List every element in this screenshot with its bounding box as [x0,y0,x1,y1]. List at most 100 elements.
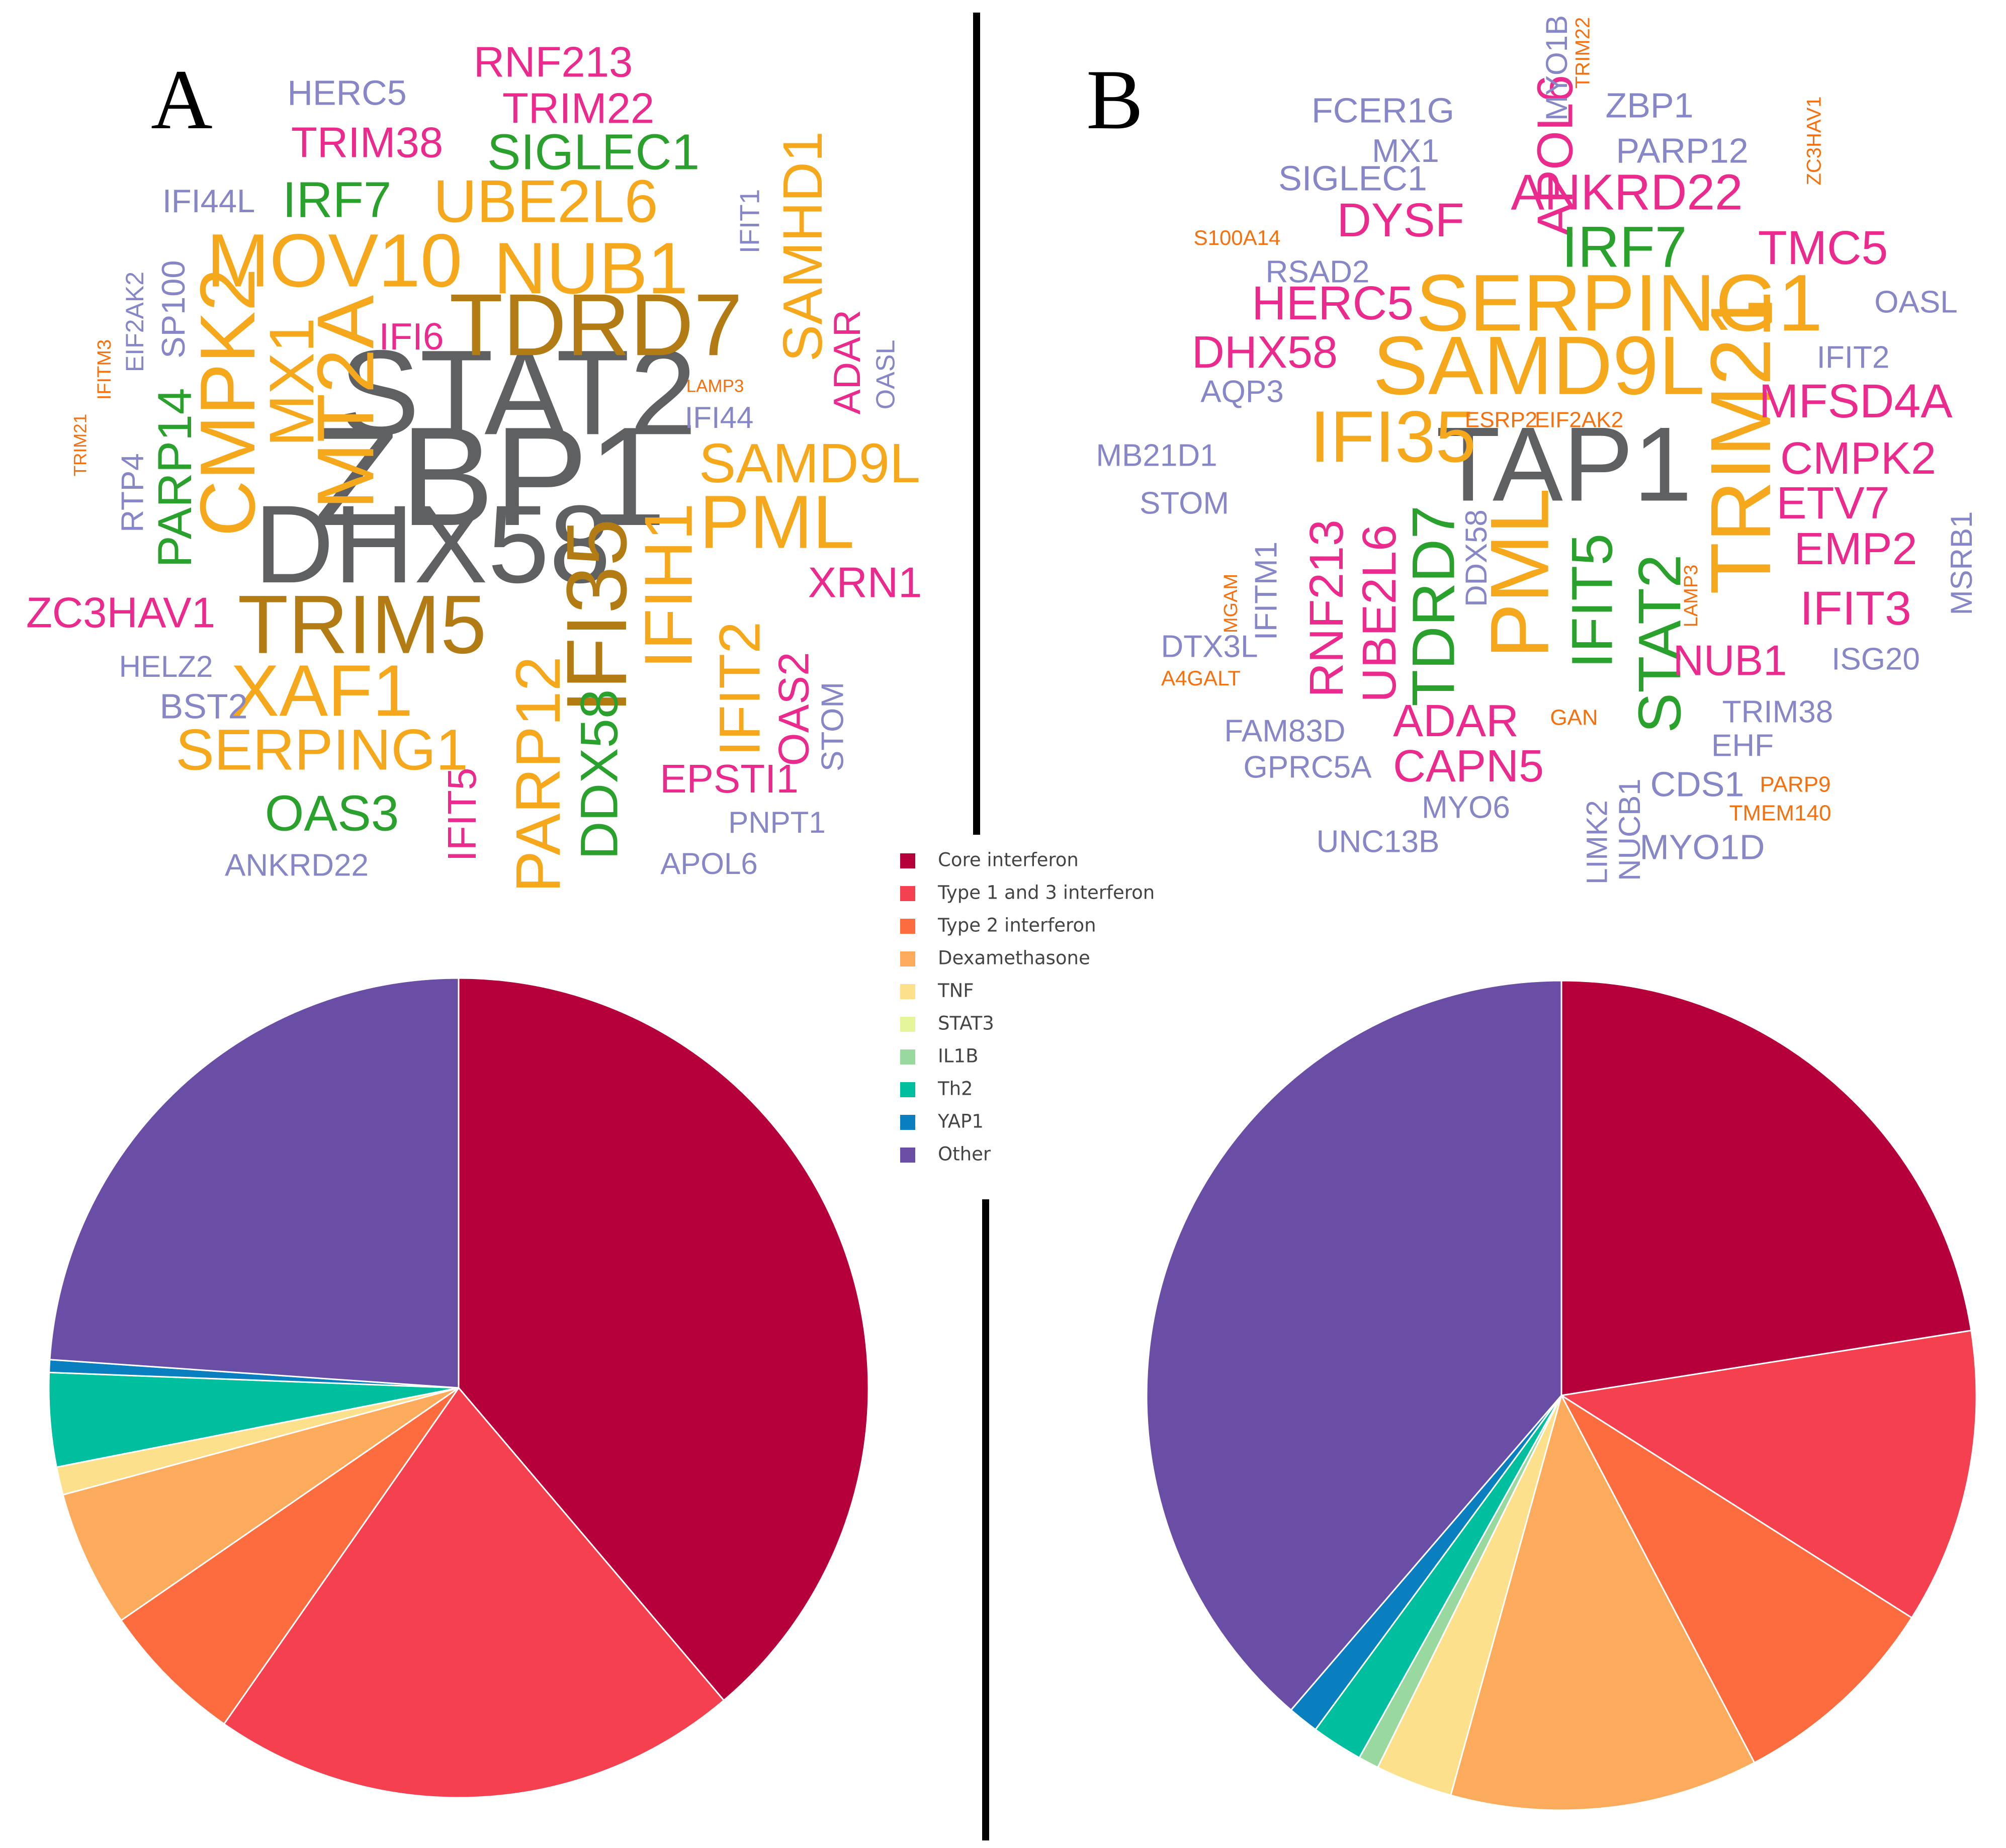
word-serping1: SERPING1 [1416,257,1822,347]
word-ddx58: DDX58 [1459,509,1493,606]
legend-label: YAP1 [937,1111,984,1132]
word-ifit2: IFIT2 [708,622,772,756]
word-parp9: PARP9 [1760,772,1830,797]
legend-swatch [900,984,915,999]
word-dysf: DYSF [1337,194,1464,247]
word-irf7: IRF7 [283,171,392,228]
pie-slice-type-1-and-3-interferon [1559,1330,1977,1619]
word-stat2: STAT2 [1626,554,1694,733]
word-mt2a: MT2A [300,295,390,509]
word-etv7: ETV7 [1776,478,1889,529]
word-gprc5a: GPRC5A [1244,750,1372,784]
word-herc5: HERC5 [287,73,406,112]
word-parp12: PARP12 [1616,131,1748,170]
word-nub1: NUB1 [1673,637,1787,684]
word-siglec1: SIGLEC1 [1278,158,1427,198]
word-ifit5: IFIT5 [1560,534,1624,668]
word-xrn1: XRN1 [808,559,922,606]
word-trim38: TRIM38 [291,119,443,166]
pie-chart-a [48,977,869,1799]
word-stom: STOM [1140,486,1229,520]
legend-item-th2: Th2 [900,1078,973,1100]
word-bst2: BST2 [159,686,247,726]
word-mfsd4a: MFSD4A [1759,375,1953,428]
legend-label: Other [938,1143,991,1165]
word-isg20: ISG20 [1831,642,1920,676]
word-mx1: MX1 [257,317,327,447]
word-cds1: CDS1 [1650,764,1745,804]
word-ifit3: IFIT3 [1800,582,1911,635]
word-zbp1: ZBP1 [314,398,666,555]
word-mgam: MGAM [1220,574,1242,633]
word-pml: PML [1473,488,1566,658]
word-msrb1: MSRB1 [1945,511,1978,615]
word-stom: STOM [815,682,850,771]
word-samhd1: SAMHD1 [772,131,834,362]
word-mb21d1: MB21D1 [1096,438,1217,473]
legend-swatch [900,1082,915,1097]
legend-item-il1b: IL1B [900,1045,978,1067]
word-ifit5: IFIT5 [440,768,484,862]
word-trim5: TRIM5 [238,578,487,671]
word-myo6: MYO6 [1422,790,1510,825]
word-pml: PML [700,480,854,564]
word-trim22: TRIM22 [502,84,654,132]
pie-slice-core-interferon [458,977,869,1702]
word-xaf1: XAF1 [231,650,413,731]
word-a4galt: A4GALT [1161,666,1241,690]
word-ifit1: IFIT1 [734,189,765,253]
word-tmc5: TMC5 [1758,221,1888,275]
word-oasl: OASL [871,340,901,410]
legend-item-type-2-interferon: Type 2 interferon [900,915,1096,936]
word-zbp1: ZBP1 [1605,85,1693,125]
word-trim21: TRIM21 [1693,291,1789,595]
word-samd9l: SAMD9L [1373,319,1705,412]
word-trim38: TRIM38 [1722,694,1833,729]
legend-label: Type 1 and 3 interferon [937,882,1155,904]
word-aqp3: AQP3 [1200,374,1283,409]
word-dhx58: DHX58 [254,482,610,606]
legend-item-stat3: STAT3 [900,1013,994,1034]
word-oas3: OAS3 [265,785,399,841]
legend-label: TNF [937,980,974,1002]
word-ifi44l: IFI44L [162,183,255,219]
word-cmpk2: CMPK2 [184,268,271,537]
word-ifitm3: IFITM3 [94,339,115,400]
word-pnpt1: PNPT1 [728,806,825,839]
word-ube2l6: UBE2L6 [433,168,658,235]
word-stat2: STAT2 [339,325,696,460]
word-tmem140: TMEM140 [1729,801,1831,826]
word-unc13b: UNC13B [1317,824,1440,859]
word-mov10: MOV10 [207,218,463,303]
word-parp12: PARP12 [503,656,573,893]
pie-slice-other [1146,980,1562,1711]
word-eif2ak2: EIF2AK2 [1535,408,1623,432]
word-ifit2: IFIT2 [1817,340,1890,375]
word-rnf213: RNF213 [474,38,633,86]
word-s100a14: S100A14 [1194,226,1281,249]
word-zc3hav1: ZC3HAV1 [26,589,215,637]
legend: Core interferon Type 1 and 3 interferon … [900,849,1155,1165]
word-limk2: LIMK2 [1581,800,1613,885]
legend-label: Type 2 interferon [937,915,1096,936]
word-esrp2: ESRP2 [1465,408,1537,432]
word-cmpk2: CMPK2 [1780,433,1936,484]
word-myo1b: MYO1B [1540,15,1574,121]
pie-chart-b [1146,980,1977,1811]
word-adar: ADAR [826,310,868,414]
legend-swatch [900,919,915,934]
word-serping1: SERPING1 [176,718,468,782]
word-oas2: OAS2 [770,652,818,766]
word-nucb1: NUCB1 [1613,778,1646,881]
word-lamp3: LAMP3 [1681,565,1702,628]
word-sp100: SP100 [155,260,192,358]
word-rnf213: RNF213 [1300,519,1353,697]
word-ankrd22: ANKRD22 [1511,164,1742,220]
word-epsti1: EPSTI1 [660,756,799,801]
word-herc5: HERC5 [1252,277,1414,330]
legend-swatch [900,1115,915,1130]
legend-swatch [900,1017,915,1032]
